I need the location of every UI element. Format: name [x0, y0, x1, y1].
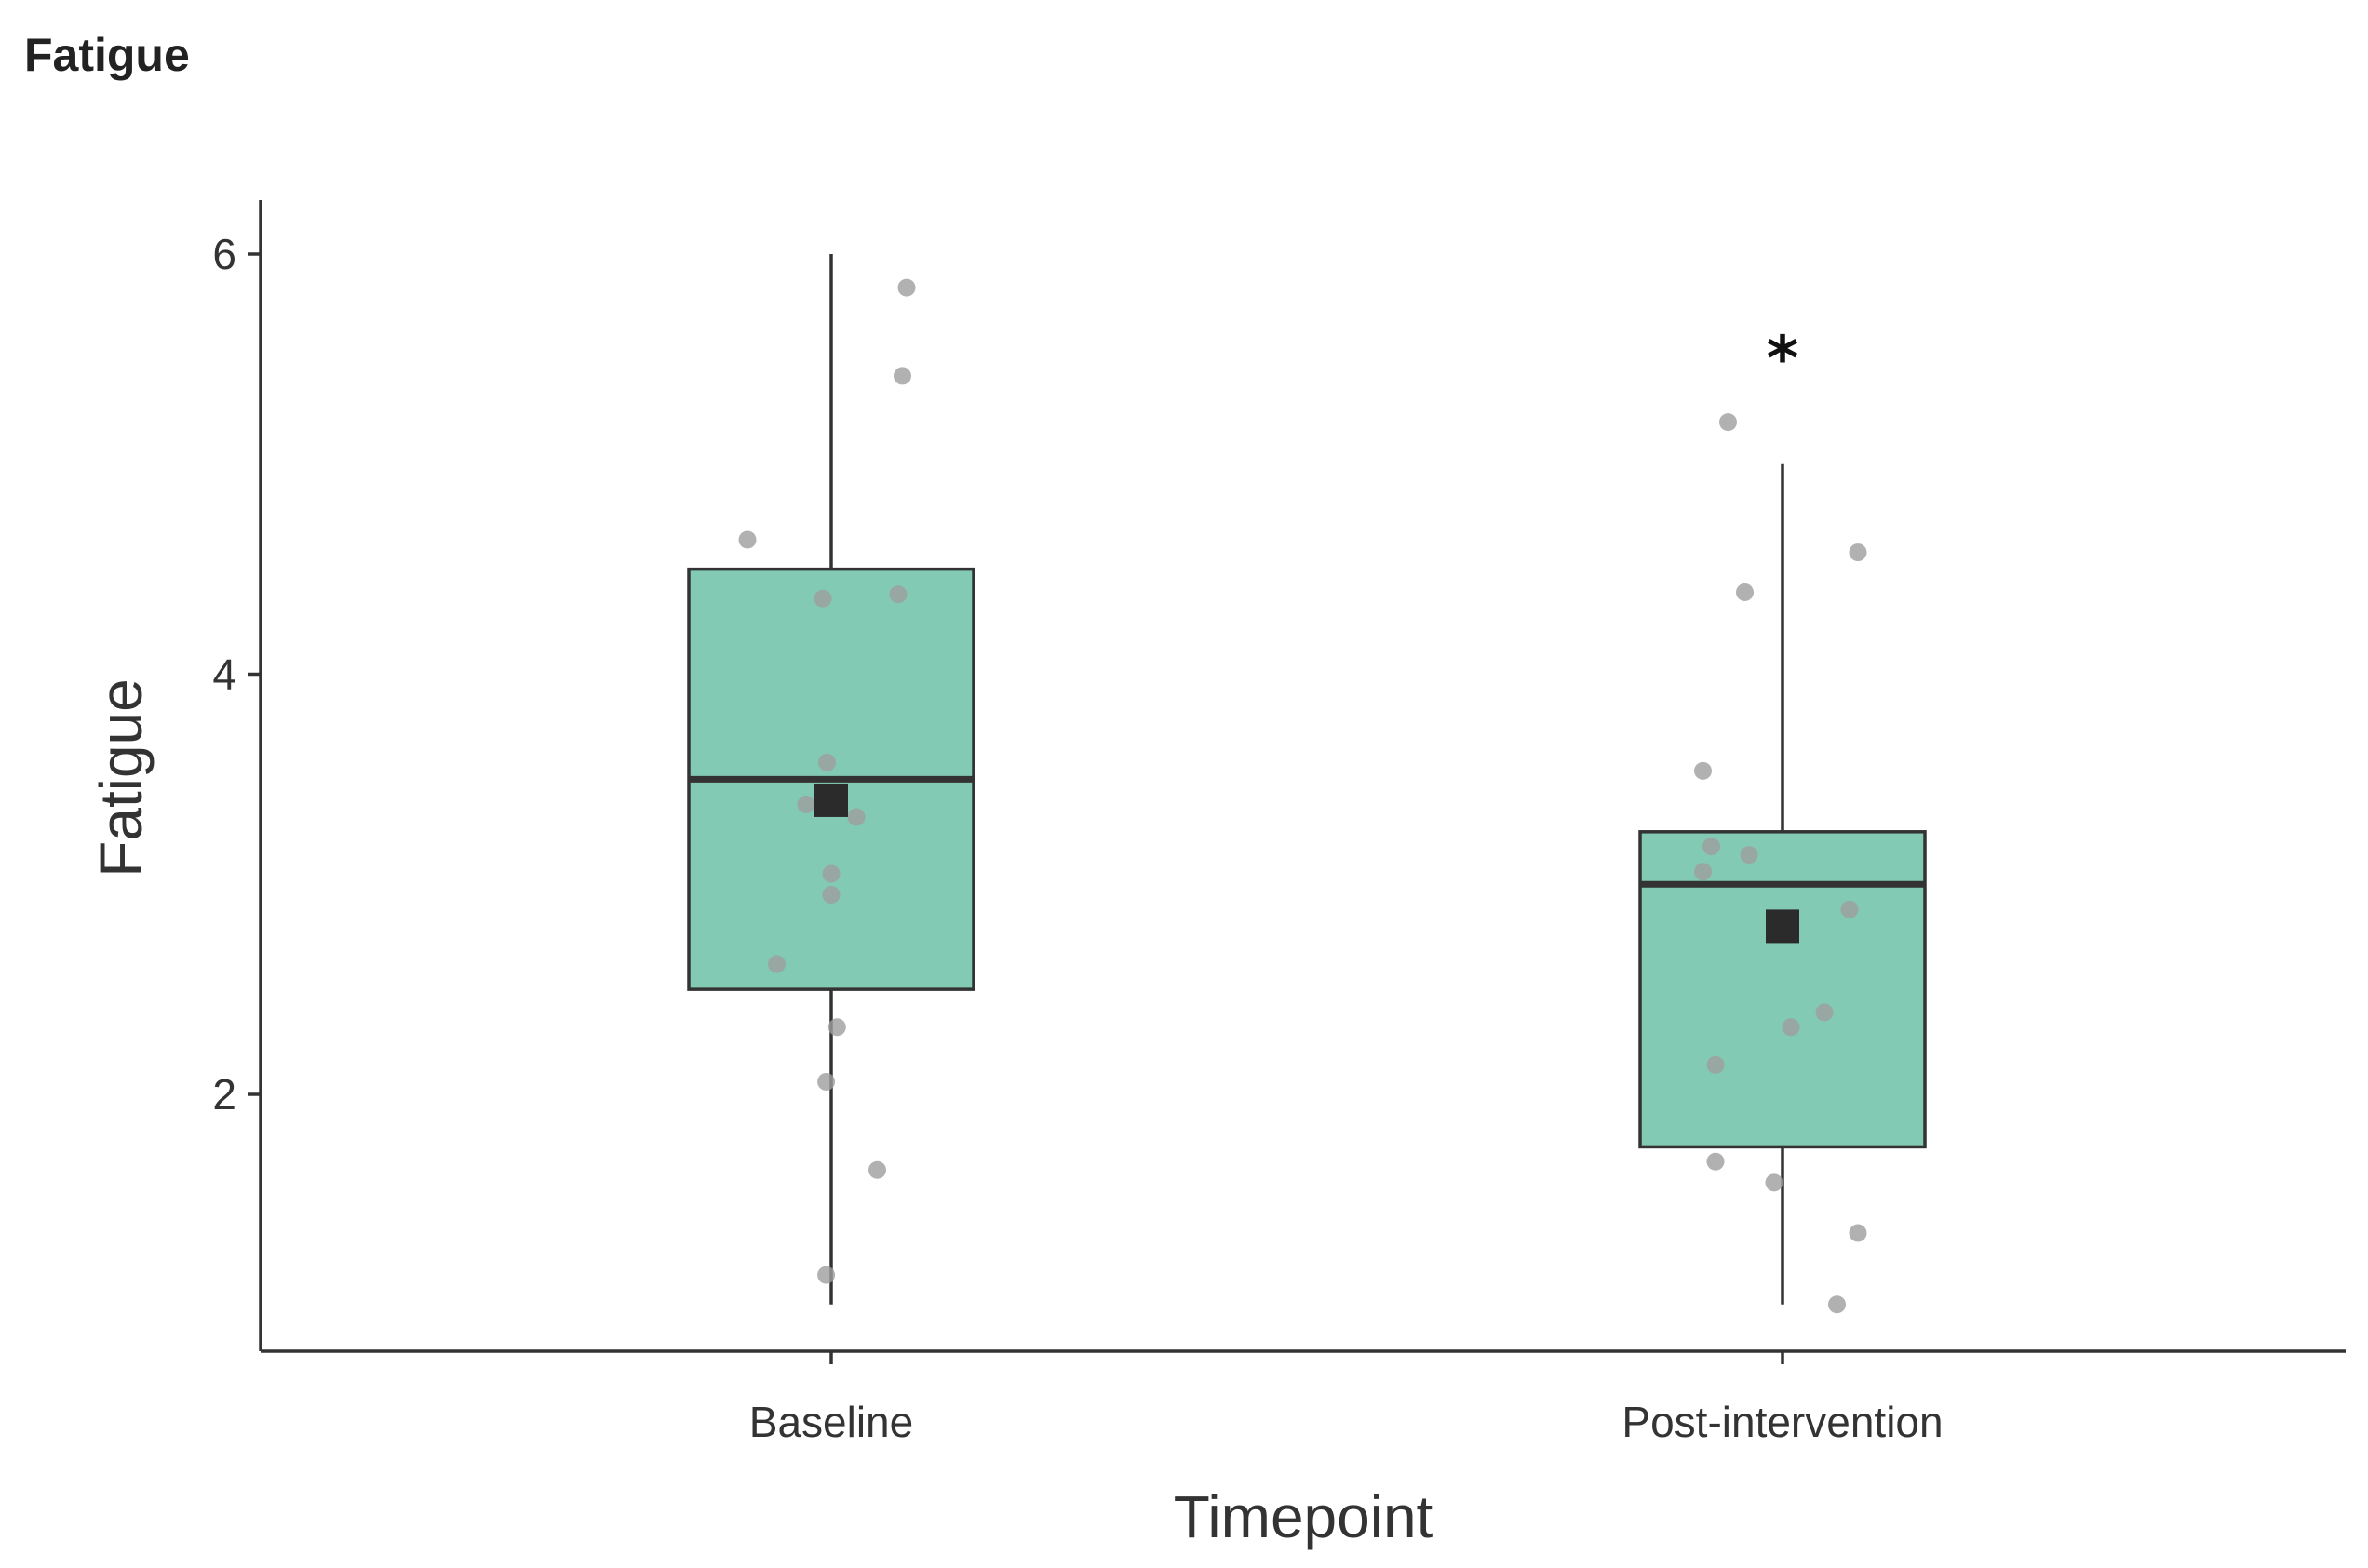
data-point — [1849, 1224, 1867, 1242]
chart-title: Fatigue — [24, 29, 190, 81]
data-point — [822, 886, 841, 905]
data-point — [797, 795, 815, 813]
data-point — [1815, 1003, 1834, 1022]
data-point — [827, 1018, 846, 1037]
data-point — [1702, 838, 1720, 856]
data-point — [814, 589, 832, 608]
data-point — [1828, 1295, 1846, 1314]
box-group-1: * — [1638, 323, 1927, 1314]
data-point — [889, 585, 908, 604]
mean-marker — [1766, 909, 1799, 944]
mean-marker — [814, 783, 848, 817]
data-point — [817, 1266, 836, 1284]
data-point — [1736, 583, 1754, 601]
data-point — [1706, 1055, 1725, 1074]
data-point — [1719, 413, 1737, 432]
x-tick-label: Baseline — [749, 1398, 913, 1446]
data-point — [868, 1160, 886, 1179]
data-point — [1782, 1018, 1800, 1037]
data-point — [894, 367, 911, 385]
x-axis-title: Timepoint — [1174, 1483, 1433, 1550]
data-point — [817, 1072, 836, 1091]
data-point — [1694, 863, 1712, 881]
data-point — [847, 808, 866, 826]
y-tick-label: 2 — [212, 1070, 236, 1119]
data-point — [897, 278, 916, 297]
data-point — [1849, 543, 1867, 562]
y-tick-label: 6 — [212, 230, 236, 278]
y-tick-label: 4 — [212, 650, 236, 699]
data-point — [818, 753, 836, 771]
box-group-0 — [687, 254, 975, 1305]
iqr-box — [1638, 830, 1927, 1149]
y-axis-title: Fatigue — [87, 678, 155, 877]
data-point — [1740, 846, 1758, 864]
x-tick-label: Post-intervention — [1621, 1398, 1943, 1446]
data-point — [768, 955, 786, 973]
data-point — [1706, 1152, 1725, 1171]
data-point — [822, 864, 841, 883]
significance-annotation: * — [1767, 323, 1799, 395]
data-point — [1765, 1173, 1783, 1192]
data-point — [1840, 900, 1859, 918]
data-point — [1694, 761, 1712, 780]
data-point — [738, 530, 757, 549]
